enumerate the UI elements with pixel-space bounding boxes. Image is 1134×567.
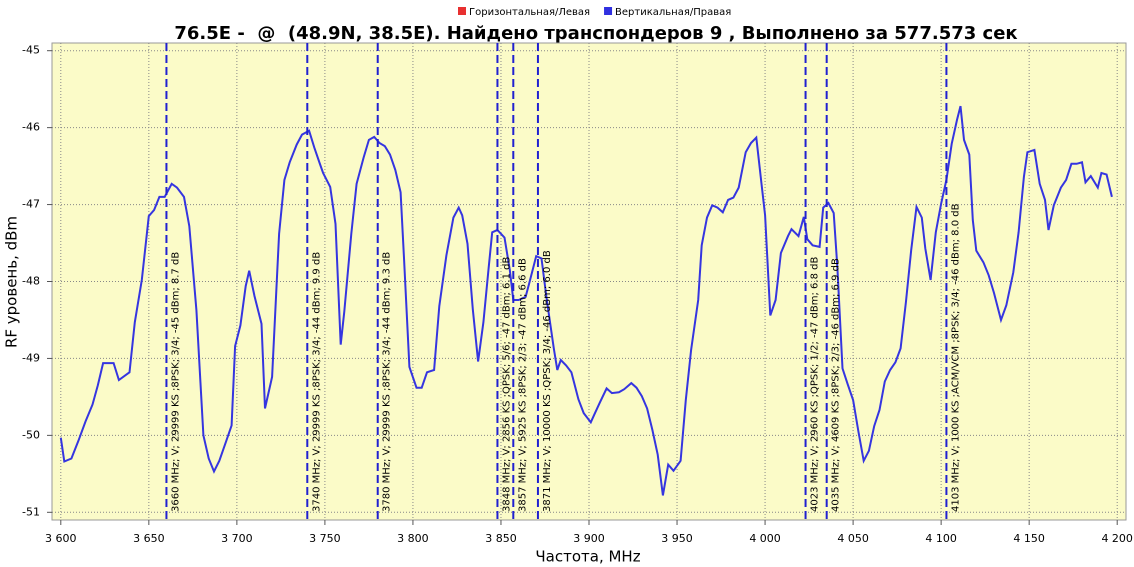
x-tick-label: 3 800 [397,532,429,545]
chart-title: 76.5E - @ (48.9N, 38.5E). Найдено трансп… [174,23,1017,44]
y-tick-label: -51 [22,505,40,518]
transponder-label: 4023 MHz; V; 2960 KS ;QPSK; 1/2; -47 dBm… [810,257,821,512]
x-tick-label: 3 900 [573,532,605,545]
transponder-label: 3848 MHz; V; 2856 KS ;QPSK; 5/6; -47 dBm… [501,257,512,512]
x-tick-label: 3 950 [661,532,693,545]
transponder-label: 3871 MHz; V; 10000 KS ;QPSK; 3/4; -46 dB… [542,250,553,512]
y-tick-label: -46 [22,121,40,134]
legend-swatch [458,7,466,15]
y-tick-label: -47 [22,198,40,211]
transponder-label: 4103 MHz; V; 1000 KS ;ACM/VCM ;8PSK; 3/4… [950,203,961,512]
x-tick-label: 4 000 [749,532,781,545]
legend-label: Вертикальная/Правая [615,7,731,18]
x-tick-label: 4 200 [1101,532,1133,545]
transponder-label: 3660 MHz; V; 29999 KS ;8PSK; 3/4; -45 dB… [170,252,181,512]
x-tick-label: 4 150 [1013,532,1045,545]
transponder-label: 4035 MHz; V; 4609 KS ;8PSK; 2/3; -46 dBm… [831,258,842,512]
legend-label: Горизонтальная/Левая [469,7,590,18]
x-tick-label: 3 650 [133,532,165,545]
x-tick-label: 3 750 [309,532,341,545]
y-axis-label: RF уровень, dBm [3,216,21,348]
transponder-label: 3780 MHz; V; 29999 KS ;8PSK; 3/4; -44 dB… [382,252,393,512]
x-tick-label: 3 600 [45,532,77,545]
x-tick-label: 4 050 [837,532,869,545]
y-tick-label: -50 [22,428,40,441]
x-tick-label: 3 850 [485,532,517,545]
x-axis-label: Частота, MHz [535,548,640,566]
y-tick-label: -48 [22,275,40,288]
transponder-label: 3740 MHz; V; 29999 KS ;8PSK; 3/4; -44 dB… [311,252,322,512]
transponder-label: 3857 MHz; V; 5925 KS ;8PSK; 2/3; -47 dBm… [517,258,528,512]
x-tick-label: 4 100 [925,532,957,545]
y-tick-label: -49 [22,351,40,364]
y-tick-label: -45 [22,44,40,57]
x-tick-label: 3 700 [221,532,253,545]
legend-swatch [604,7,613,15]
